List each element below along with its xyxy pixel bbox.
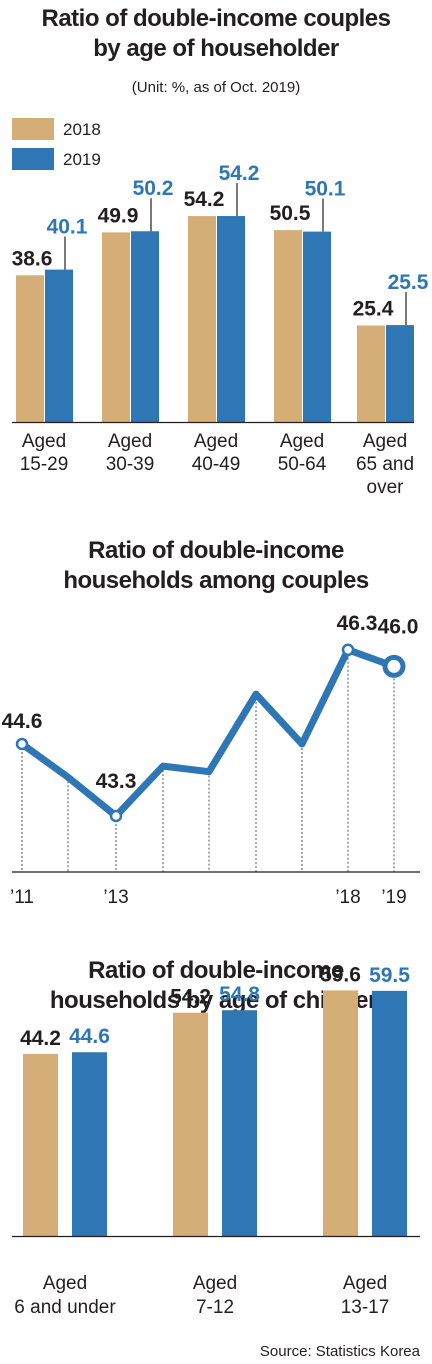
- category-label: 13-17: [341, 1297, 390, 1318]
- data-label-2019: 59.5: [369, 964, 410, 987]
- x-tick-label: ’11: [10, 887, 34, 908]
- data-point-marker: [109, 809, 123, 823]
- data-label-2019: 25.5: [388, 271, 429, 294]
- category-label: 15-29: [20, 454, 69, 475]
- bar-2019: [372, 990, 407, 1236]
- data-label-2019: 50.1: [305, 178, 346, 201]
- category-label: 7-12: [196, 1297, 234, 1318]
- data-label-2019: 40.1: [47, 216, 88, 239]
- data-label-2018: 59.6: [320, 963, 361, 986]
- data-label-2018: 54.2: [170, 986, 211, 1009]
- legend-label-2018: 2018: [63, 120, 101, 139]
- data-point-marker: [341, 643, 355, 657]
- data-label-2018: 44.2: [20, 1027, 61, 1050]
- data-label: 44.6: [2, 710, 43, 733]
- data-label-2019: 44.6: [69, 1025, 110, 1048]
- bar-2019: [72, 1052, 107, 1236]
- legend-label-2019: 2019: [63, 150, 101, 169]
- bar-2019: [45, 269, 73, 422]
- category-label: Aged: [193, 1273, 237, 1294]
- legend-swatch-2019: [12, 148, 54, 170]
- series-line: [18, 646, 398, 820]
- chart1-subtitle: (Unit: %, as of Oct. 2019): [132, 79, 300, 96]
- bar-2019: [303, 231, 331, 422]
- category-label: 30-39: [106, 454, 155, 475]
- category-label: Aged: [363, 431, 407, 452]
- bar-2019: [131, 231, 159, 422]
- source-note: Source: Statistics Korea: [260, 1343, 421, 1360]
- category-label: 50-64: [278, 454, 327, 475]
- data-label-2018: 49.9: [98, 204, 139, 227]
- x-tick-label: ’19: [381, 887, 406, 908]
- data-label: 43.3: [96, 770, 137, 793]
- bar-2019: [217, 216, 245, 422]
- category-label: over: [367, 477, 405, 498]
- bar-2018: [16, 275, 44, 422]
- category-label: Aged: [343, 1273, 387, 1294]
- category-label: Aged: [108, 431, 152, 452]
- data-label: 46.3: [337, 612, 378, 635]
- chart1-title-line2: by age of householder: [93, 35, 339, 62]
- chart2-title-line1: Ratio of double-income: [88, 537, 344, 564]
- x-tick-label: ’13: [103, 887, 128, 908]
- data-label-2018: 25.4: [353, 297, 394, 320]
- category-label: Aged: [22, 431, 66, 452]
- data-label-2019: 54.8: [219, 983, 260, 1006]
- bar-2018: [102, 232, 130, 422]
- category-label: Aged: [280, 431, 324, 452]
- data-label-2018: 38.6: [12, 247, 53, 270]
- bar-2018: [188, 216, 216, 422]
- category-label: 40-49: [192, 454, 241, 475]
- bar-2018: [23, 1053, 58, 1236]
- data-label-2019: 54.2: [219, 162, 260, 185]
- category-label: 65 and: [356, 454, 414, 475]
- bar-2018: [173, 1012, 208, 1236]
- data-point-marker-last: [382, 654, 406, 678]
- x-tick-label: ’18: [335, 887, 360, 908]
- data-label-2019: 50.2: [133, 177, 174, 200]
- data-label: 46.0: [378, 615, 419, 638]
- category-label: Aged: [43, 1273, 87, 1294]
- chart1-title-line1: Ratio of double-income couples: [41, 5, 390, 32]
- bar-2018: [274, 230, 302, 422]
- data-label-2018: 50.5: [270, 202, 311, 225]
- bar-2019: [386, 325, 414, 422]
- bar-2018: [357, 325, 385, 422]
- bar-2019: [222, 1010, 257, 1236]
- bar-2018: [323, 990, 358, 1236]
- legend-swatch-2018: [12, 118, 54, 140]
- chart2-title-line2: households among couples: [63, 567, 369, 594]
- data-point-marker: [15, 737, 29, 751]
- category-label: 6 and under: [14, 1297, 116, 1318]
- chart3-title-line1: Ratio of double-income: [88, 957, 344, 984]
- category-label: Aged: [194, 431, 238, 452]
- data-label-2018: 54.2: [184, 188, 225, 211]
